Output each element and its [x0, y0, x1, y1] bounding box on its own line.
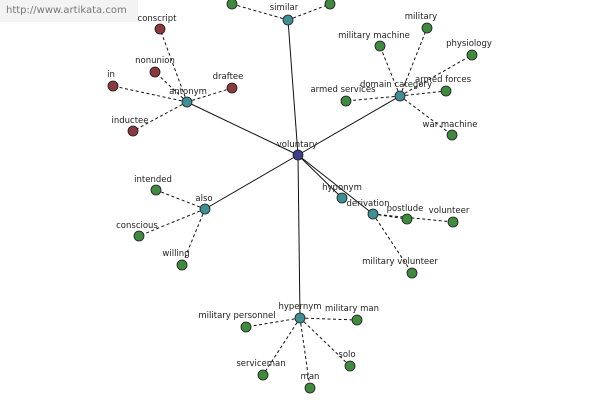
labels: voluntary similar antonym domain categor… — [107, 3, 492, 382]
label-military-personnel: military personnel — [198, 311, 275, 321]
similar-leaf-node-1 — [226, 0, 238, 10]
node-armed-forces — [440, 85, 452, 97]
node-volunteer — [447, 216, 459, 228]
node-draftee — [226, 82, 238, 94]
edge-similar — [287, 19, 299, 156]
label-also: also — [195, 194, 212, 204]
node-willing — [176, 259, 188, 271]
label-military-volunteer: military volunteer — [362, 257, 438, 267]
label-man: man — [301, 372, 320, 382]
label-solo: solo — [338, 350, 355, 360]
label-volunteer: volunteer — [429, 206, 470, 216]
label-in: in — [107, 70, 115, 80]
node-physiology — [466, 49, 478, 61]
node-nonunion — [149, 66, 161, 78]
label-armed-services: armed services — [310, 85, 376, 95]
label-nonunion: nonunion — [135, 56, 175, 66]
node-postlude — [401, 213, 413, 225]
node-also — [199, 203, 211, 215]
label-inductee: inductee — [112, 116, 149, 126]
label-similar: similar — [270, 3, 299, 13]
label-conscious: conscious — [116, 221, 158, 231]
node-hypernym — [294, 312, 306, 324]
node-antonym — [181, 96, 193, 108]
node-military-volunteer — [406, 267, 418, 279]
label-hypernym: hypernym — [278, 302, 321, 312]
label-intended: intended — [134, 175, 172, 185]
node-similar — [282, 14, 294, 26]
node-man — [304, 382, 316, 394]
node-inductee — [127, 125, 139, 137]
node-conscript — [154, 23, 166, 35]
leaf-nodes — [107, 0, 478, 394]
label-derivation: derivation — [346, 199, 389, 209]
node-war-machine — [446, 129, 458, 141]
label-voluntary: voluntary — [277, 140, 317, 150]
node-military-machine — [374, 40, 386, 52]
node-in — [107, 80, 119, 92]
node-conscious — [133, 230, 145, 242]
label-serviceman: serviceman — [236, 359, 285, 369]
edge-antonym — [186, 101, 299, 156]
node-military-personnel — [240, 321, 252, 333]
node-military — [421, 22, 433, 34]
label-physiology: physiology — [446, 39, 492, 49]
node-intended — [150, 184, 162, 196]
hub-nodes — [181, 14, 406, 324]
edge-domain — [297, 95, 401, 156]
label-draftee: draftee — [213, 72, 244, 82]
label-war-machine: war machine — [423, 120, 478, 130]
edge-hypernym — [297, 154, 301, 319]
similar-leaf-node-2 — [324, 0, 336, 10]
node-derivation — [367, 208, 379, 220]
label-military-man: military man — [325, 304, 379, 314]
node-military-man — [351, 314, 363, 326]
label-antonym: antonym — [169, 87, 207, 97]
node-serviceman — [257, 369, 269, 381]
edge-also — [204, 154, 299, 210]
node-domain-category — [394, 90, 406, 102]
label-willing: willing — [162, 249, 189, 259]
edge-derivation — [297, 154, 374, 215]
edge-hyponym — [297, 154, 343, 199]
label-hyponym: hyponym — [322, 183, 362, 193]
watermark-url: http://www.artikata.com — [0, 0, 138, 22]
node-hyponym — [336, 192, 348, 204]
node-armed-services — [340, 95, 352, 107]
label-postlude: postlude — [387, 204, 424, 214]
label-military-machine: military machine — [338, 31, 410, 41]
label-domain-category: domain category — [360, 80, 432, 90]
label-armed-forces: armed forces — [415, 75, 472, 85]
node-solo — [344, 360, 356, 372]
label-military: military — [405, 12, 437, 22]
label-conscript: conscript — [138, 14, 178, 24]
node-voluntary — [292, 149, 304, 161]
